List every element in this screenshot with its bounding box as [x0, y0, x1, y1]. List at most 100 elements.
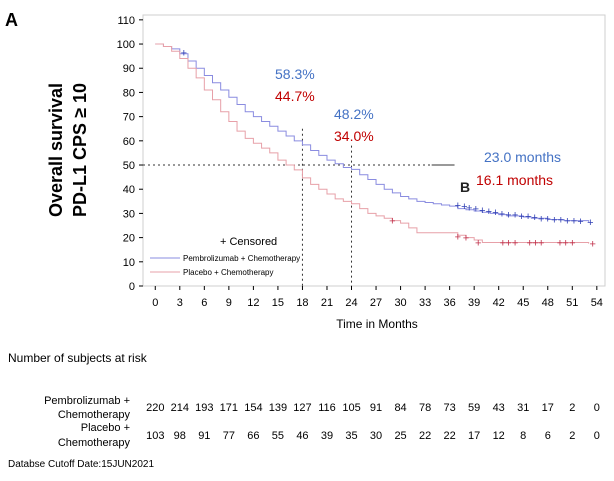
risk-cell: 0 [594, 430, 600, 442]
placebo-curve [155, 43, 590, 244]
reference-lines [143, 128, 455, 286]
y-axis-title-line-2: PD-L1 CPS ≥ 10 [70, 83, 90, 217]
risk-cell: 43 [493, 402, 505, 414]
risk-cell: 17 [542, 402, 554, 414]
y-tick-label: 40 [123, 184, 135, 196]
risk-cell: 77 [223, 430, 235, 442]
x-tick-label: 33 [419, 297, 431, 309]
pembro-censor-mark: + [551, 214, 557, 226]
risk-row-placebo-name-1: Placebo + [81, 422, 130, 434]
risk-cell: 91 [370, 402, 382, 414]
pembro-censor-mark: + [564, 216, 570, 228]
placebo-censor-mark: + [455, 231, 461, 243]
risk-cell: 220 [146, 402, 164, 414]
y-axis-title-line-1: Overall survival [46, 83, 66, 217]
pembro-24m-rate: 48.2% [334, 106, 374, 122]
risk-cell: 98 [174, 430, 186, 442]
risk-row-placebo-name-2: Chemotherapy [58, 437, 131, 449]
risk-table-title: Number of subjects at risk [8, 351, 148, 365]
x-axis-title: Time in Months [336, 317, 418, 331]
placebo-censor-mark: + [500, 237, 506, 249]
risk-cell: 103 [146, 430, 164, 442]
risk-cell: 46 [296, 430, 308, 442]
risk-cell: 22 [444, 430, 456, 442]
pembro-censor-mark: + [499, 208, 505, 220]
y-axis-title: Overall survival PD-L1 CPS ≥ 10 [46, 83, 90, 217]
x-tick-label: 24 [345, 297, 357, 309]
plot-frame [142, 14, 606, 287]
x-tick-label: 42 [493, 297, 505, 309]
x-tick-label: 30 [394, 297, 406, 309]
pembro-censor-mark: + [466, 202, 472, 214]
y-tick-label: 70 [123, 112, 135, 124]
risk-cell: 84 [394, 402, 406, 414]
placebo-18m-rate: 44.7% [275, 88, 315, 104]
pembro-censor-mark: + [587, 217, 593, 229]
risk-cell: 73 [444, 402, 456, 414]
risk-cell: 214 [171, 402, 189, 414]
overlap-glyph: B [460, 179, 470, 195]
pembro-censor-mark: + [479, 205, 485, 217]
y-tick-label: 20 [123, 233, 135, 245]
x-tick-label: 45 [517, 297, 529, 309]
pembro-censor-mark: + [492, 207, 498, 219]
placebo-censor-mark: + [512, 237, 518, 249]
risk-cell: 116 [318, 402, 336, 414]
legend-censored: + Censored [220, 236, 277, 248]
pembro-censor-mark: + [486, 206, 492, 218]
x-tick-label: 39 [468, 297, 480, 309]
risk-cell: 55 [272, 430, 284, 442]
risk-cell: 22 [419, 430, 431, 442]
placebo-censor-mark: + [563, 237, 569, 249]
risk-cell: 193 [195, 402, 213, 414]
x-tick-label: 21 [321, 297, 333, 309]
y-tick-label: 110 [117, 15, 135, 27]
x-tick-label: 48 [542, 297, 554, 309]
x-tick-label: 6 [201, 297, 207, 309]
placebo-censor-mark: + [590, 239, 596, 251]
placebo-censor-mark: + [463, 233, 469, 245]
risk-cell: 8 [520, 430, 526, 442]
risk-row-pembro-name-1: Pembrolizumab + [44, 395, 130, 407]
x-tick-label: 15 [272, 297, 284, 309]
pembro-censor-mark: + [473, 204, 479, 216]
risk-cell: 139 [269, 402, 287, 414]
pembro-censor-mark: + [531, 212, 537, 224]
risk-cell: 154 [244, 402, 262, 414]
risk-cell: 105 [342, 402, 360, 414]
risk-cell: 171 [220, 402, 238, 414]
pembro-censor-mark: + [571, 216, 577, 228]
legend-label-pembro: Pembrolizumab + Chemotherapy [183, 254, 300, 263]
placebo-24m-rate: 34.0% [334, 128, 374, 144]
y-tick-label: 80 [123, 87, 135, 99]
risk-cell: 66 [247, 430, 259, 442]
pembro-censor-mark: + [518, 211, 524, 223]
risk-cell: 6 [545, 430, 551, 442]
x-tick-label: 27 [370, 297, 382, 309]
censor-marks: ++ ++ + + + + + + + + + + + + + + + + + +++ + + + + + + + + + + + + [181, 48, 596, 251]
x-tick-label: 0 [152, 297, 158, 309]
placebo-censor-mark: + [557, 237, 563, 249]
placebo-censor-mark: + [527, 237, 533, 249]
placebo-censor-mark: + [389, 216, 395, 228]
x-tick-label: 51 [566, 297, 578, 309]
placebo-censor-mark: + [538, 237, 544, 249]
x-tick-label: 3 [177, 297, 183, 309]
risk-cell: 59 [468, 402, 480, 414]
pembro-censor-mark: + [505, 210, 511, 222]
y-tick-label: 50 [123, 160, 135, 172]
panel-label: A [5, 10, 18, 30]
y-tick-label: 0 [129, 281, 135, 293]
x-tick-label: 12 [247, 297, 259, 309]
risk-row-pembro-name-2: Chemotherapy [58, 409, 131, 421]
x-axis: 0 3 6 9 12 15 18 21 24 27 30 33 36 39 42 45 48 51 54 [152, 286, 603, 309]
risk-cell: 30 [370, 430, 382, 442]
pembro-censor-mark: + [525, 211, 531, 223]
risk-cell: 2 [569, 402, 575, 414]
pembro-censor-mark: + [538, 213, 544, 225]
risk-table-cells: 220 214 193 171 154 139 127 116 105 91 84 78 73 59 43 3… [146, 402, 600, 442]
placebo-censor-mark: + [532, 237, 538, 249]
placebo-censor-mark: + [505, 237, 511, 249]
risk-cell: 31 [517, 402, 529, 414]
